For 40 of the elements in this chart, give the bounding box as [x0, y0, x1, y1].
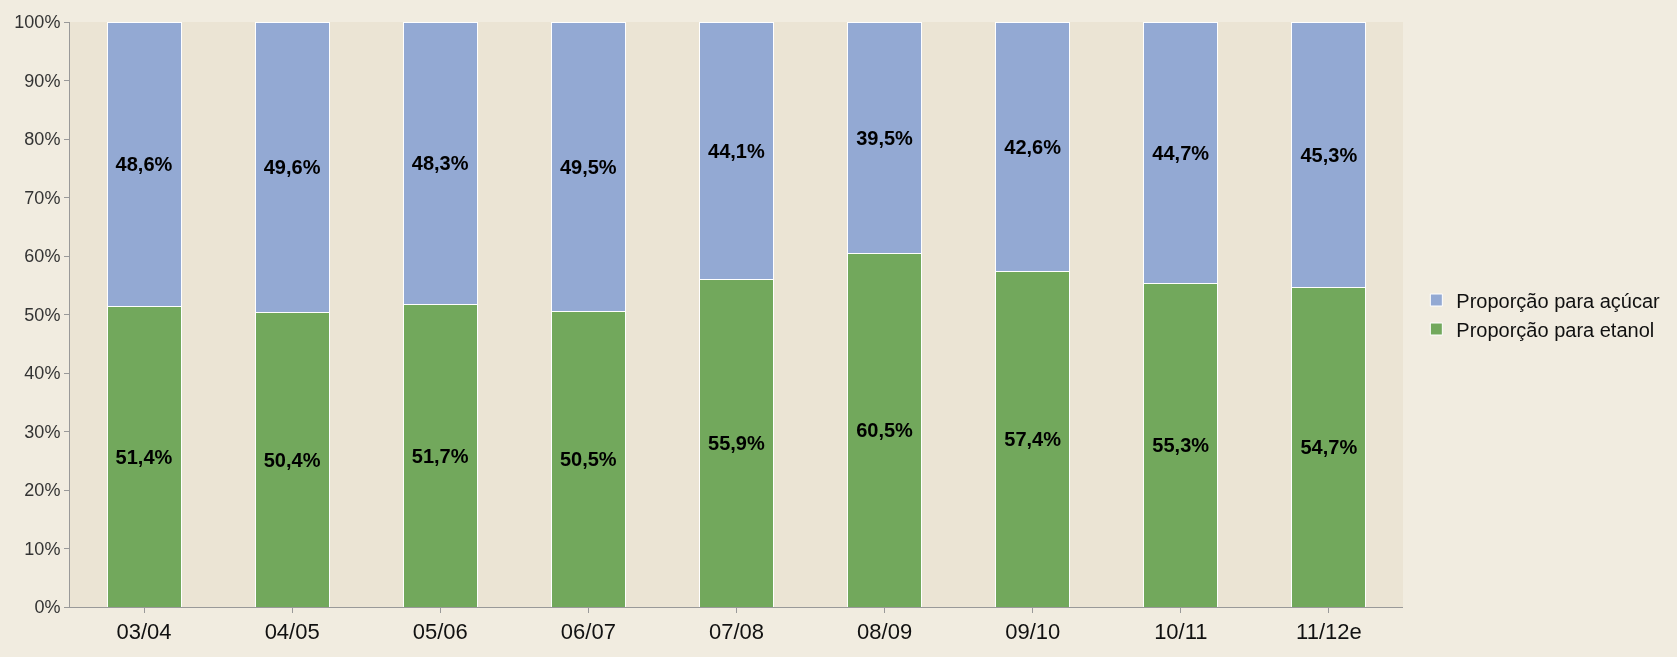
data-label: 48,6% — [115, 153, 173, 176]
y-tick-label: 40% — [24, 363, 61, 384]
data-label: 45,3% — [1300, 143, 1358, 166]
data-label: 54,7% — [1300, 436, 1358, 459]
data-label: 51,7% — [411, 444, 469, 467]
y-tick-label: 50% — [24, 304, 61, 325]
data-label: 44,1% — [708, 139, 765, 162]
legend-label: Proporção para etanol — [1456, 318, 1655, 341]
x-tick-label: 09/10 — [1005, 619, 1061, 645]
data-label: 39,5% — [856, 126, 914, 149]
data-label: 50,5% — [559, 448, 617, 471]
data-label: 60,5% — [856, 419, 914, 442]
y-tick-label: 20% — [24, 480, 61, 501]
legend-label: Proporção para açúcar — [1456, 289, 1661, 312]
x-tick-label: 08/09 — [857, 619, 913, 645]
y-tick-label: 10% — [24, 538, 61, 559]
y-tick-label: 80% — [24, 129, 61, 150]
data-label: 48,3% — [411, 152, 469, 175]
data-label: 49,5% — [559, 155, 617, 178]
data-label: 55,9% — [708, 432, 765, 455]
x-tick-label: 04/05 — [264, 619, 320, 645]
y-tick-label: 70% — [24, 187, 61, 208]
x-tick-label: 11/12e — [1296, 619, 1362, 645]
x-tick-label: 03/04 — [116, 619, 172, 645]
x-tick-label: 05/06 — [412, 619, 468, 645]
y-tick-label: 0% — [34, 597, 61, 618]
x-tick-label: 06/07 — [560, 619, 616, 645]
y-tick-label: 90% — [24, 70, 61, 91]
x-tick-label: 10/11 — [1154, 619, 1208, 645]
x-tick-label: 07/08 — [708, 619, 765, 645]
data-label: 50,4% — [263, 448, 321, 471]
y-tick-label: 60% — [24, 246, 61, 267]
y-tick-label: 30% — [24, 421, 61, 442]
data-label: 55,3% — [1152, 434, 1210, 457]
data-label: 42,6% — [1004, 135, 1062, 158]
data-label: 49,6% — [263, 156, 321, 179]
data-label: 51,4% — [115, 445, 173, 468]
data-label: 44,7% — [1152, 141, 1210, 164]
y-tick-label: 100% — [14, 12, 61, 33]
data-label: 57,4% — [1004, 428, 1062, 451]
